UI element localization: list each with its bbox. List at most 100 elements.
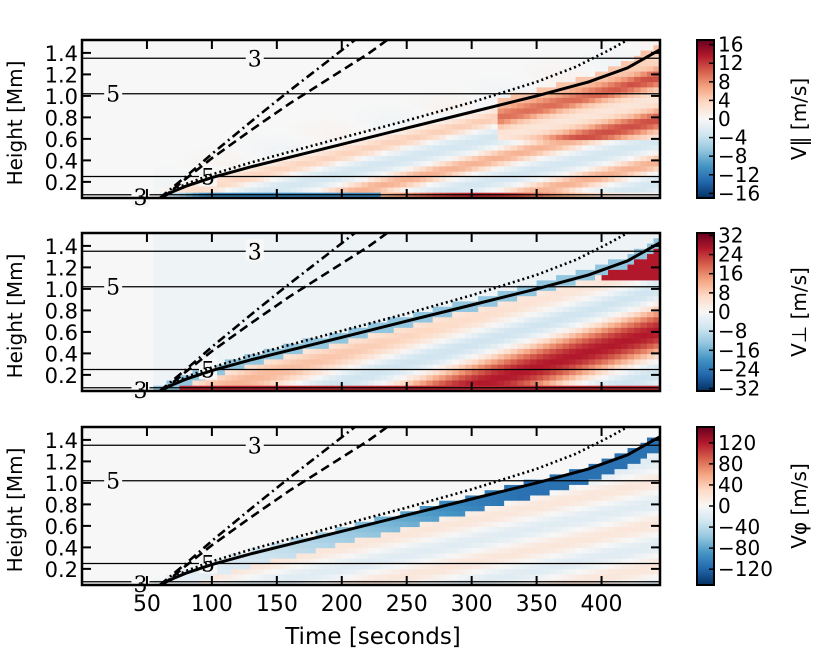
heatmap-cell [407,323,414,329]
heatmap-cell [407,135,414,141]
heatmap-cell [511,72,518,78]
heatmap-cell [309,140,316,146]
heatmap-cell [498,51,505,57]
heatmap-cell [192,156,199,162]
heatmap-cell [387,161,394,167]
heatmap-cell [114,51,121,57]
heatmap-cell [309,161,316,167]
heatmap-cell [641,145,648,151]
heatmap-cell [550,103,557,109]
heatmap-cell [335,375,342,381]
heatmap-cell [283,359,290,365]
heatmap-cell [439,344,446,350]
heatmap-cell [459,291,466,297]
heatmap-cell [166,151,173,157]
heatmap-cell [374,344,381,350]
heatmap-cell [407,370,414,376]
heatmap-cell [498,45,505,51]
heatmap-cell [335,98,342,104]
heatmap-cell [426,177,433,183]
heatmap-cell [173,66,180,72]
heatmap-cell [101,119,108,125]
heatmap-cell [361,77,368,83]
heatmap-cell [628,130,635,136]
heatmap-cell [426,72,433,78]
heatmap-cell [465,140,472,146]
heatmap-cell [641,156,648,162]
heatmap-cell [608,177,615,183]
heatmap-cell [296,291,303,297]
heatmap-cell [270,359,277,365]
heatmap-cell [361,317,368,323]
heatmap-cell [537,359,544,365]
heatmap-cell [290,312,297,318]
heatmap-cell [634,108,641,114]
heatmap-cell [231,344,238,350]
heatmap-cell [569,124,576,130]
heatmap-cell [394,296,401,302]
heatmap-cell [517,323,524,329]
heatmap-cell [361,108,368,114]
heatmap-cell [446,140,453,146]
heatmap-cell [199,103,206,109]
heatmap-cell [290,270,297,276]
heatmap-cell [199,259,206,265]
heatmap-cell [342,156,349,162]
heatmap-cell [179,354,186,360]
heatmap-cell [361,145,368,151]
heatmap-cell [543,375,550,381]
heatmap-cell [628,187,635,193]
heatmap-cell [244,187,251,193]
heatmap-cell [127,349,134,355]
heatmap-cell [160,312,167,318]
heatmap-cell [478,124,485,130]
heatmap-cell [95,254,102,260]
heatmap-cell [550,140,557,146]
heatmap-cell [309,119,316,125]
heatmap-cell [121,370,128,376]
heatmap-cell [88,323,95,329]
heatmap-cell [641,114,648,120]
heatmap-cell [335,177,342,183]
heatmap-cell [361,338,368,344]
heatmap-cell [413,151,420,157]
heatmap-cell [478,254,485,260]
heatmap-cell [192,307,199,313]
heatmap-cell [368,187,375,193]
heatmap-cell [127,66,134,72]
heatmap-cell [322,151,329,157]
heatmap-cell [166,182,173,188]
heatmap-cell [459,156,466,162]
heatmap-cell [296,254,303,260]
heatmap-cell [205,275,212,281]
heatmap-cell [361,265,368,271]
heatmap-cell [491,119,498,125]
heatmap-cell [491,135,498,141]
heatmap-cell [504,328,511,334]
heatmap-cell [108,145,115,151]
heatmap-cell [127,108,134,114]
heatmap-cell [186,354,193,360]
heatmap-cell [556,244,563,250]
heatmap-cell [602,145,609,151]
heatmap-cell [478,87,485,93]
heatmap-cell [446,145,453,151]
heatmap-cell [140,254,147,260]
heatmap-cell [387,72,394,78]
heatmap-cell [361,182,368,188]
heatmap-cell [465,72,472,78]
heatmap-cell [114,161,121,167]
heatmap-cell [498,333,505,339]
heatmap-cell [381,333,388,339]
heatmap-cell [348,359,355,365]
heatmap-cell [498,323,505,329]
heatmap-cell [550,166,557,172]
heatmap-cell [426,317,433,323]
heatmap-cell [342,344,349,350]
heatmap-cell [342,72,349,78]
heatmap-cell [238,145,245,151]
heatmap-cell [303,108,310,114]
heatmap-cell [114,344,121,350]
heatmap-cell [485,349,492,355]
heatmap-cell [147,344,154,350]
